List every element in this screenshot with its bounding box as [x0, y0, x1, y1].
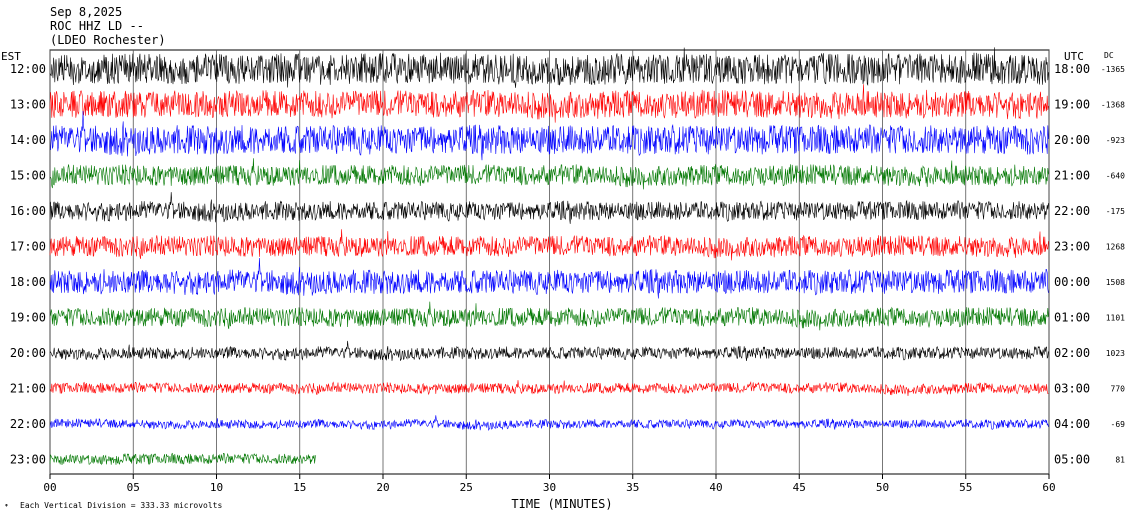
x-tick-label: 50 — [876, 481, 889, 494]
utc-time-label: 19:00 — [1054, 98, 1090, 112]
footer-mark-icon: ᛭ — [4, 501, 9, 510]
trace-row-3 — [49, 110, 1049, 161]
utc-time-label: 20:00 — [1054, 133, 1090, 147]
dc-offset-label: 81 — [1115, 456, 1125, 465]
x-tick-label: 05 — [127, 481, 140, 494]
trace-row-7 — [49, 257, 1049, 299]
x-tick-label: 10 — [210, 481, 223, 494]
row-labels: 12:00 18:00 -1365 13:00 19:00 -1368 14:00 20:00… — [10, 62, 1125, 467]
est-time-label: 15:00 — [10, 169, 46, 183]
trace-row-12 — [49, 452, 317, 466]
x-tick-label: 15 — [293, 481, 306, 494]
trace-row-9 — [49, 340, 1049, 362]
header-date: Sep 8,2025 — [50, 5, 122, 19]
x-tick-label: 25 — [460, 481, 473, 494]
est-time-label: 14:00 — [10, 133, 46, 147]
utc-time-label: 23:00 — [1054, 240, 1090, 254]
trace-row-1 — [49, 47, 1049, 88]
utc-time-label: 22:00 — [1054, 204, 1090, 218]
trace-row-2 — [49, 84, 1049, 123]
dc-offset-label: -1368 — [1101, 101, 1125, 110]
dc-offset-label: 1508 — [1106, 278, 1125, 287]
dc-offset-label: 1101 — [1106, 314, 1125, 323]
dc-offset-label: -1365 — [1101, 65, 1125, 74]
trace-row-6 — [49, 229, 1049, 261]
est-time-label: 18:00 — [10, 275, 46, 289]
x-tick-label: 55 — [959, 481, 972, 494]
x-tick-label: 60 — [1042, 481, 1055, 494]
x-axis-ticks: 00 05 10 15 20 25 30 35 40 45 50 55 60 — [43, 474, 1056, 494]
dc-offset-label: -175 — [1106, 207, 1125, 216]
x-tick-label: 30 — [543, 481, 556, 494]
x-tick-label: 45 — [793, 481, 806, 494]
utc-time-label: 05:00 — [1054, 453, 1090, 467]
dc-offset-label: -923 — [1106, 136, 1125, 145]
x-tick-label: 40 — [709, 481, 722, 494]
dc-offset-label: 1023 — [1106, 349, 1125, 358]
seismic-traces — [49, 47, 1049, 466]
x-axis-title: TIME (MINUTES) — [511, 497, 612, 511]
utc-time-label: 01:00 — [1054, 311, 1090, 325]
trace-row-4 — [49, 158, 1049, 190]
est-time-label: 13:00 — [10, 98, 46, 112]
est-time-label: 21:00 — [10, 382, 46, 396]
est-time-label: 23:00 — [10, 453, 46, 467]
est-time-label: 19:00 — [10, 311, 46, 325]
right-zone-label: UTC — [1064, 50, 1084, 63]
dc-header-label: DC — [1104, 51, 1114, 60]
utc-time-label: 03:00 — [1054, 382, 1090, 396]
x-tick-label: 35 — [626, 481, 639, 494]
trace-row-10 — [49, 380, 1049, 397]
est-time-label: 22:00 — [10, 417, 46, 431]
x-tick-label: 00 — [43, 481, 56, 494]
trace-row-8 — [49, 301, 1049, 331]
utc-time-label: 21:00 — [1054, 169, 1090, 183]
dc-offset-label: 770 — [1111, 385, 1126, 394]
left-zone-label: EST — [1, 50, 21, 63]
x-tick-label: 20 — [376, 481, 389, 494]
utc-time-label: 02:00 — [1054, 346, 1090, 360]
utc-time-label: 00:00 — [1054, 275, 1090, 289]
time-gridlines — [49, 50, 1050, 474]
dc-offset-label: 1268 — [1106, 243, 1125, 252]
est-time-label: 16:00 — [10, 204, 46, 218]
est-time-label: 12:00 — [10, 62, 46, 76]
utc-time-label: 04:00 — [1054, 417, 1090, 431]
utc-time-label: 18:00 — [1054, 62, 1090, 76]
est-time-label: 20:00 — [10, 346, 46, 360]
est-time-label: 17:00 — [10, 240, 46, 254]
trace-row-11 — [49, 415, 1049, 431]
header-network: (LDEO Rochester) — [50, 33, 166, 47]
header-station: ROC HHZ LD -- — [50, 19, 144, 33]
dc-offset-label: -69 — [1111, 420, 1126, 429]
dc-offset-label: -640 — [1106, 172, 1125, 181]
trace-row-5 — [49, 192, 1049, 224]
scale-note: Each Vertical Division = 333.33 microvol… — [20, 501, 222, 510]
